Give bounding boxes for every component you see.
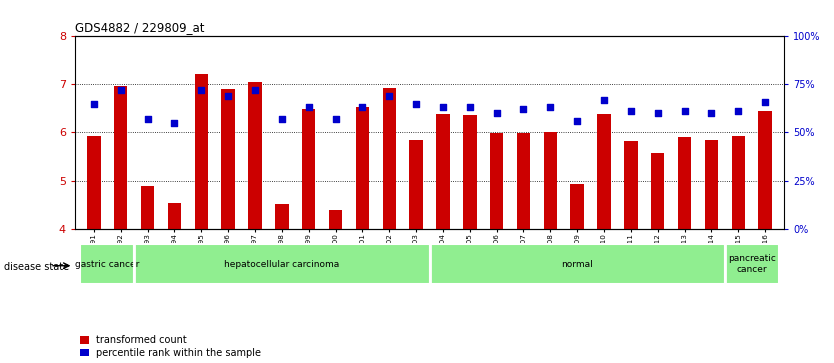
Point: [624, 109, 637, 114]
Bar: [355, 107, 369, 229]
Bar: [731, 136, 745, 229]
Bar: [409, 140, 423, 229]
Point: [544, 105, 557, 110]
FancyBboxPatch shape: [430, 244, 725, 284]
Point: [356, 105, 369, 110]
Text: gastric cancer: gastric cancer: [75, 260, 139, 269]
Bar: [275, 204, 289, 229]
Point: [597, 97, 610, 103]
Bar: [168, 203, 181, 229]
Bar: [114, 86, 128, 229]
Point: [731, 109, 745, 114]
Text: disease state: disease state: [4, 262, 69, 272]
Point: [490, 110, 503, 116]
Bar: [383, 88, 396, 229]
Bar: [87, 136, 101, 229]
Bar: [463, 115, 476, 229]
Bar: [678, 137, 691, 229]
Bar: [705, 140, 718, 229]
Point: [570, 118, 584, 124]
Bar: [249, 82, 262, 229]
Point: [275, 116, 289, 122]
Text: GDS4882 / 229809_at: GDS4882 / 229809_at: [75, 21, 204, 34]
Bar: [221, 89, 235, 229]
Point: [409, 101, 423, 107]
Point: [383, 93, 396, 99]
Legend: transformed count, percentile rank within the sample: transformed count, percentile rank withi…: [80, 335, 261, 358]
Bar: [302, 109, 315, 229]
Bar: [436, 114, 450, 229]
Bar: [490, 134, 504, 229]
Point: [114, 87, 128, 93]
Point: [436, 105, 450, 110]
FancyBboxPatch shape: [134, 244, 430, 284]
FancyBboxPatch shape: [725, 244, 779, 284]
Bar: [141, 186, 154, 229]
Point: [194, 87, 208, 93]
Text: hepatocellular carcinoma: hepatocellular carcinoma: [224, 260, 339, 269]
Point: [705, 110, 718, 116]
Point: [168, 120, 181, 126]
FancyBboxPatch shape: [80, 244, 134, 284]
Point: [249, 87, 262, 93]
Point: [141, 116, 154, 122]
Point: [517, 106, 530, 112]
Point: [678, 109, 691, 114]
Bar: [624, 141, 638, 229]
Text: pancreatic
cancer: pancreatic cancer: [728, 254, 776, 274]
Point: [302, 105, 315, 110]
Point: [222, 93, 235, 99]
Point: [88, 101, 101, 107]
Bar: [570, 184, 584, 229]
Text: normal: normal: [561, 260, 593, 269]
Bar: [517, 133, 530, 229]
Point: [329, 116, 342, 122]
Point: [463, 105, 476, 110]
Bar: [194, 74, 208, 229]
Point: [758, 99, 771, 105]
Bar: [329, 211, 342, 229]
Bar: [544, 131, 557, 229]
Bar: [758, 111, 772, 229]
Point: [651, 110, 665, 116]
Bar: [651, 153, 665, 229]
Bar: [597, 114, 610, 229]
